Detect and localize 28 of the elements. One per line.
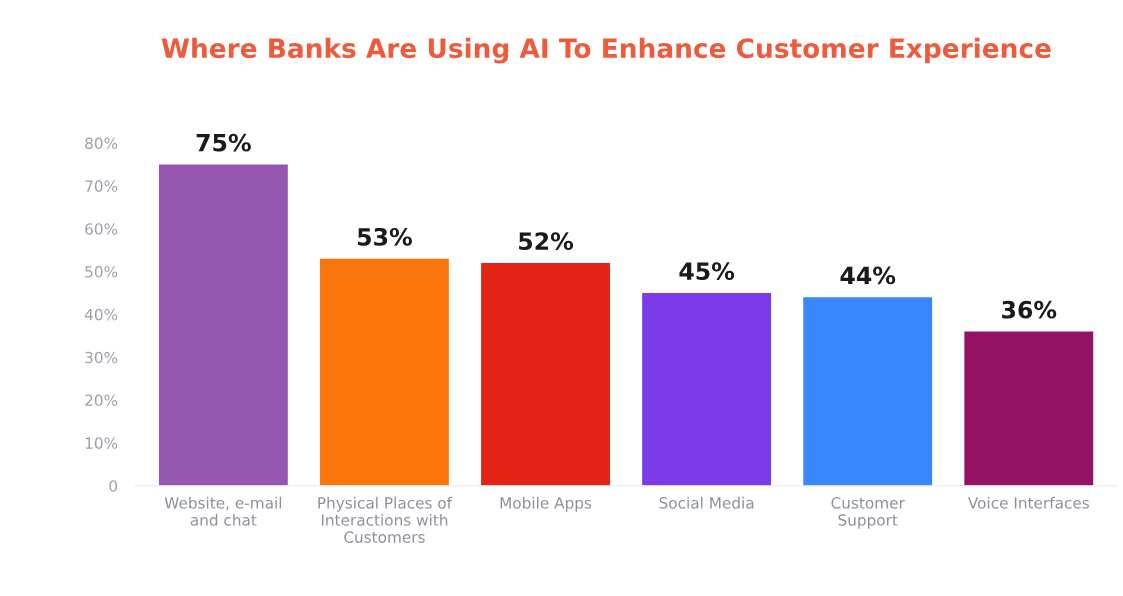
x-tick-label: Social Media bbox=[659, 496, 754, 509]
bar bbox=[320, 258, 449, 486]
data-label: 36% bbox=[1002, 300, 1057, 319]
bar bbox=[158, 164, 288, 486]
x-tick-label: Mobile Apps bbox=[500, 496, 592, 512]
y-tick-label: 70% bbox=[85, 180, 118, 192]
chart-title: Where Banks Are Using AI To Enhance Customer Experience bbox=[161, 37, 1051, 64]
data-label: 52% bbox=[519, 232, 574, 251]
y-tick-label: 20% bbox=[85, 394, 118, 407]
x-tick-label: Website, e-mail and chat bbox=[164, 496, 282, 526]
bar bbox=[803, 297, 933, 486]
data-label: 44% bbox=[840, 266, 896, 285]
data-label: 53% bbox=[358, 227, 412, 246]
bar bbox=[481, 262, 610, 486]
y-tick-label: 30% bbox=[85, 351, 118, 364]
x-tick-label: Customer Support bbox=[831, 497, 905, 529]
data-label: 75% bbox=[196, 133, 251, 152]
y-tick-label: 0 bbox=[109, 480, 118, 492]
x-tick-label: Voice Interfaces bbox=[967, 496, 1089, 509]
y-tick-label: 10% bbox=[85, 437, 118, 449]
x-tick-label: Physical Places of Interactions with Customers bbox=[318, 496, 453, 543]
y-tick-label: 80% bbox=[85, 137, 118, 150]
y-tick-label: 40% bbox=[84, 308, 118, 321]
data-label: 45% bbox=[679, 262, 735, 281]
y-tick-label: 60% bbox=[85, 223, 118, 235]
y-tick-label: 50% bbox=[85, 266, 118, 278]
bar bbox=[964, 331, 1094, 486]
bar bbox=[642, 292, 772, 486]
